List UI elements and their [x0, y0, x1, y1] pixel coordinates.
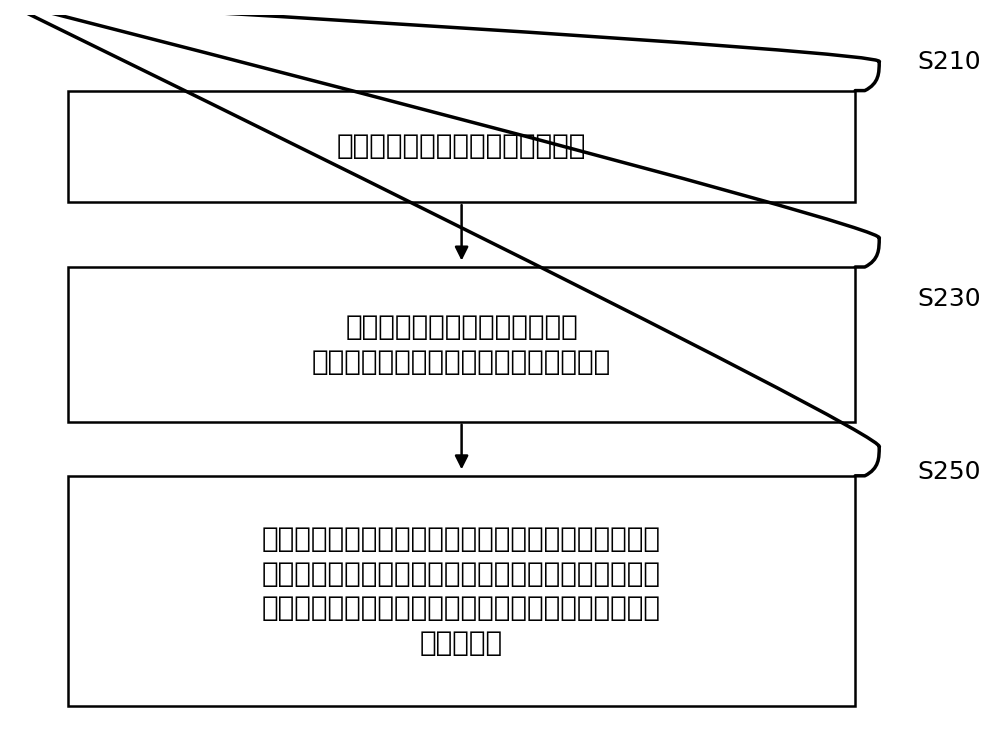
Bar	[68, 267, 855, 422]
Text: 的图像数据和位置信息，以使得应用层在接收到每个图: 的图像数据和位置信息，以使得应用层在接收到每个图	[262, 560, 661, 588]
Text: 像区域的图像数据后，按照位置信息存储对应图像区域: 像区域的图像数据后，按照位置信息存储对应图像区域	[262, 594, 661, 622]
Text: 的图像数据: 的图像数据	[420, 628, 503, 657]
Text: S250: S250	[918, 460, 981, 484]
Text: S210: S210	[918, 50, 981, 74]
Text: S230: S230	[918, 287, 981, 311]
Text: 通过传输线程从驱动层向应用层并行传输每个图像区域: 通过传输线程从驱动层向应用层并行传输每个图像区域	[262, 525, 661, 554]
Text: 通过截图指令触发驱动层抓取图像: 通过截图指令触发驱动层抓取图像	[337, 133, 586, 160]
Text: 将图像划分为多个图像区域，并: 将图像划分为多个图像区域，并	[345, 313, 578, 341]
Bar	[68, 476, 855, 706]
Bar	[68, 91, 855, 202]
Text: 针对每个图像区域分别启动一个传输线程: 针对每个图像区域分别启动一个传输线程	[312, 348, 611, 376]
